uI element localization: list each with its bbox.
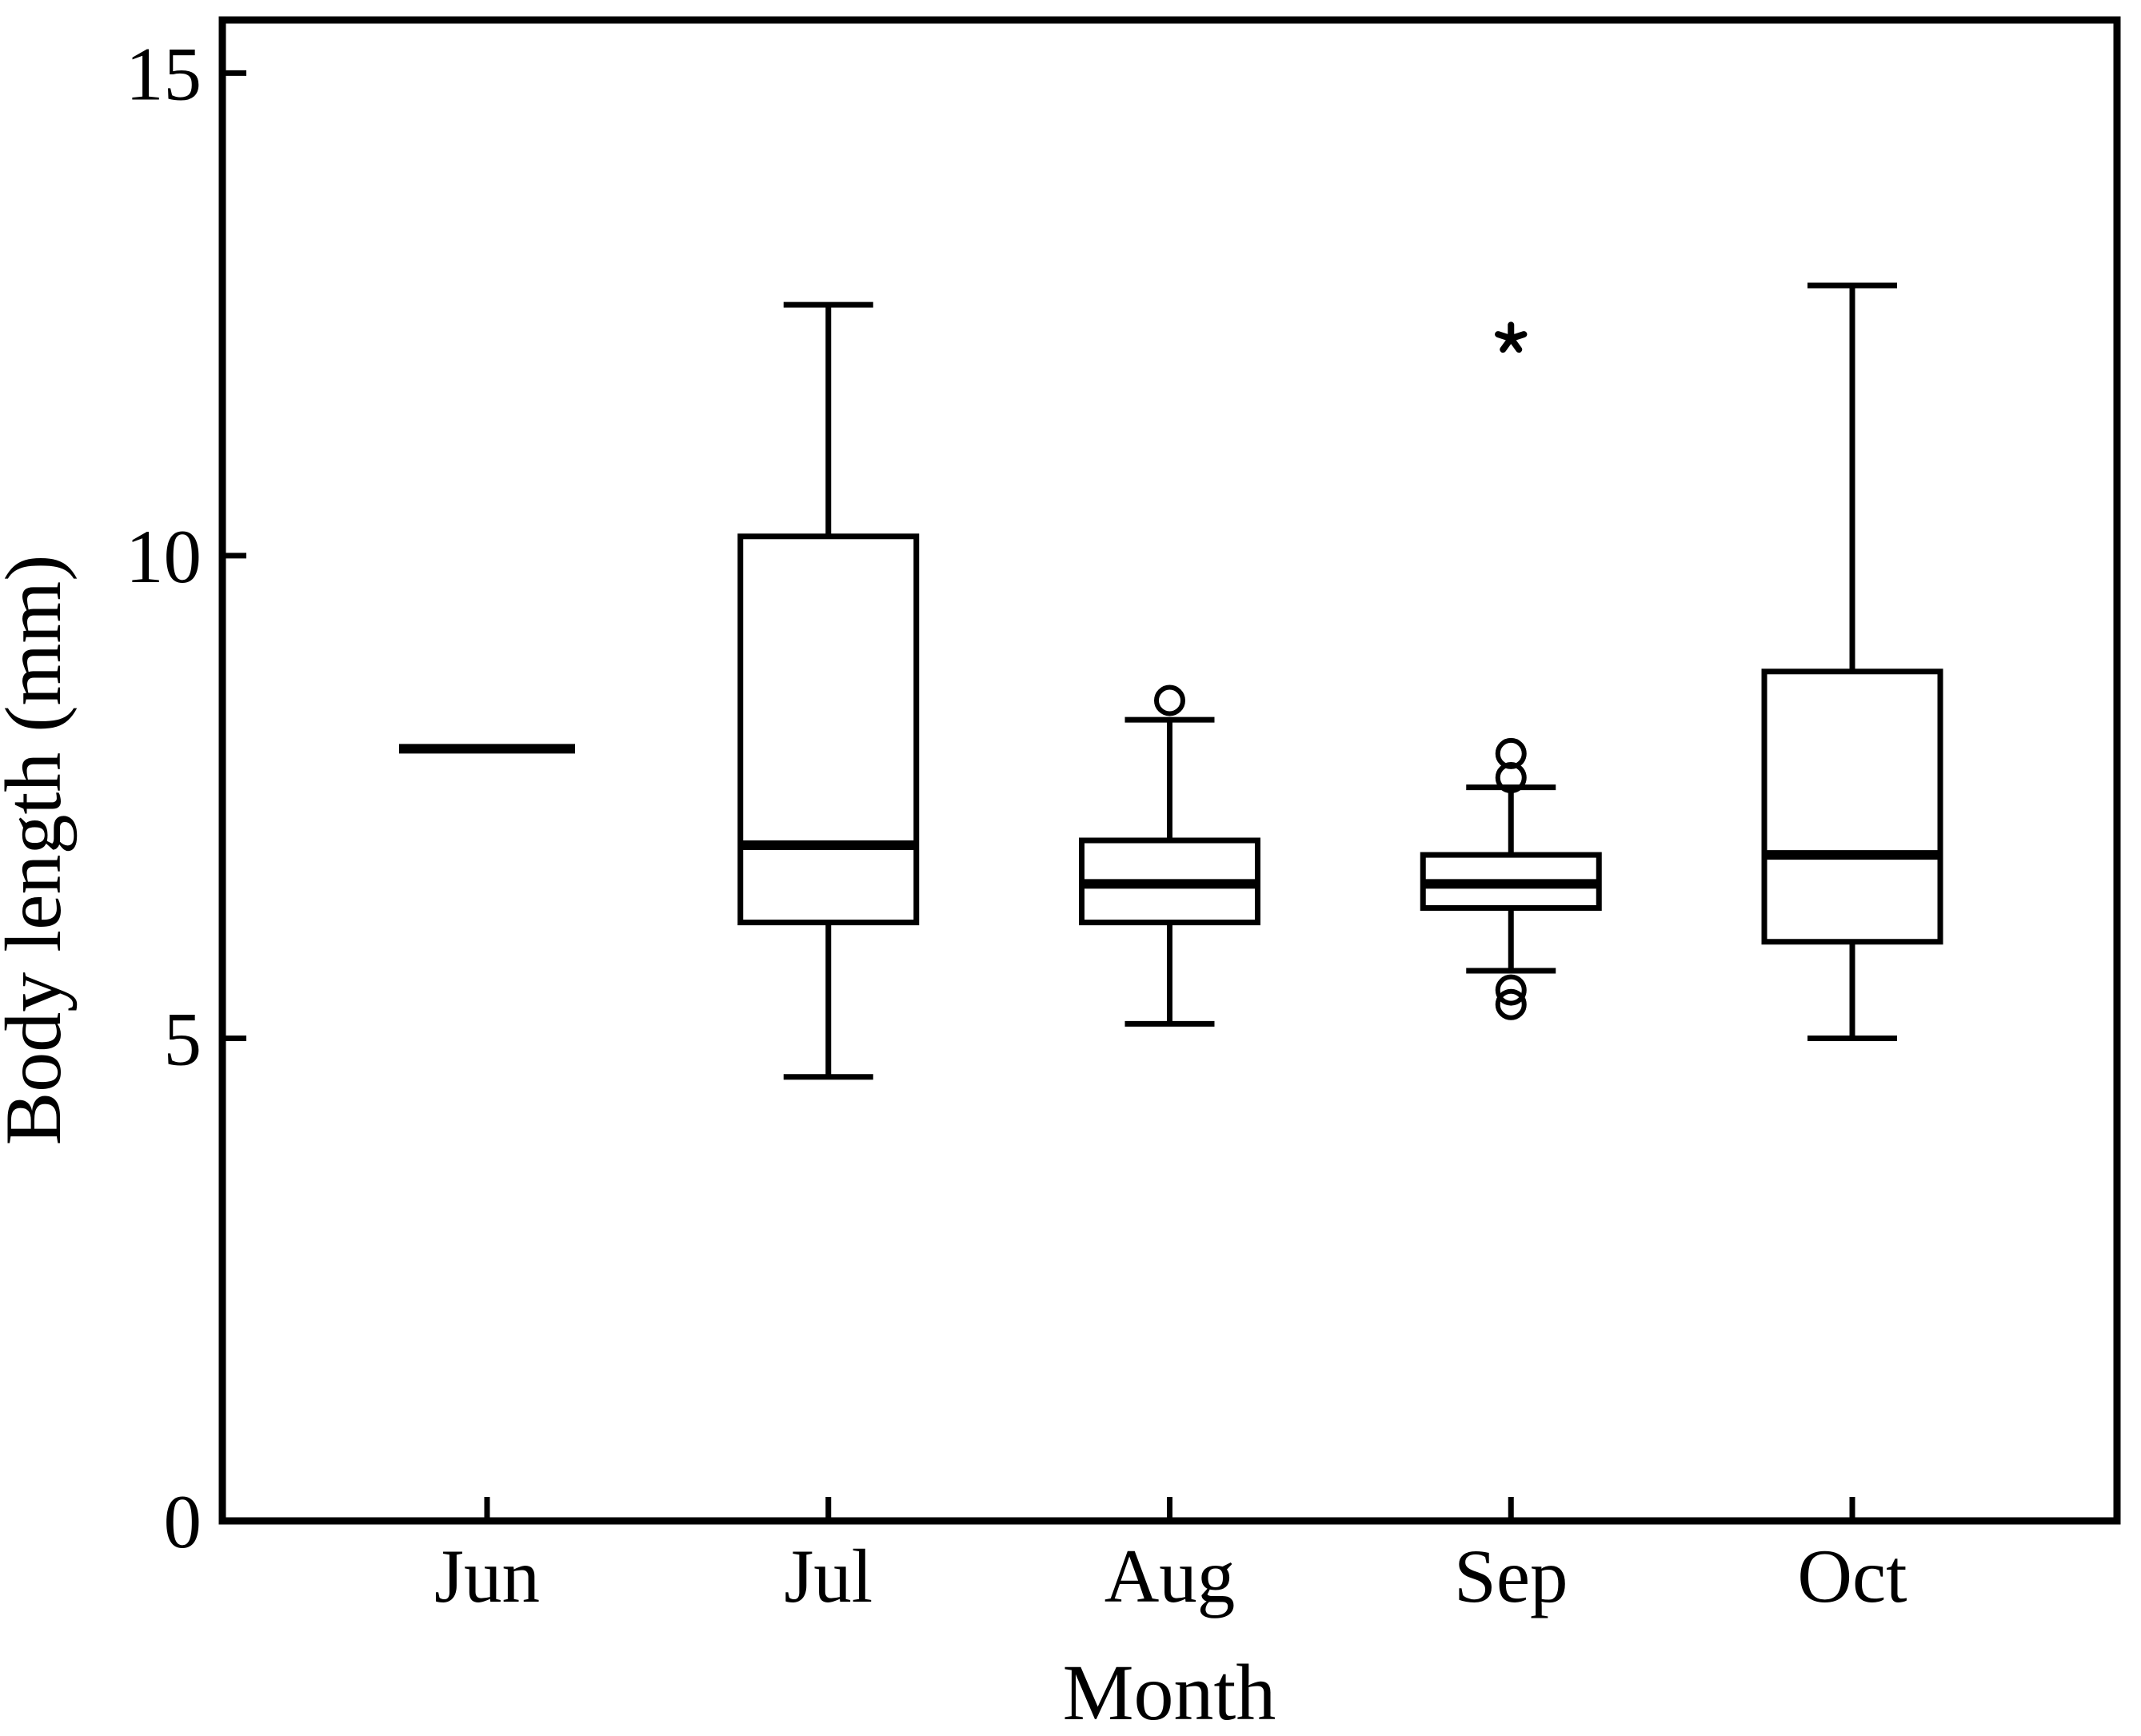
sep-outlier-2 bbox=[1495, 974, 1527, 1006]
aug-outlier-0 bbox=[1154, 684, 1185, 716]
sep-outlier-3 bbox=[1495, 988, 1527, 1020]
x-tick-label-sep: Sep bbox=[1454, 1534, 1568, 1618]
x-axis-title: Month bbox=[1063, 1648, 1276, 1736]
plot-content: 0 5 10 15 Jun Jul Aug Sep Oct bbox=[126, 31, 1943, 1618]
y-tick-label-0: 0 bbox=[164, 1479, 202, 1564]
sep-extreme-asterisk-0 bbox=[1495, 321, 1528, 353]
oct-box bbox=[1761, 668, 1943, 945]
y-tick-label-5: 5 bbox=[164, 996, 202, 1081]
sep-outlier-1 bbox=[1495, 762, 1527, 794]
x-tick-label-jun: Jun bbox=[434, 1534, 540, 1618]
x-tick-label-aug: Aug bbox=[1104, 1534, 1236, 1618]
x-tick-label-jul: Jul bbox=[784, 1534, 873, 1618]
y-tick-label-15: 15 bbox=[126, 31, 202, 116]
x-tick-label-oct: Oct bbox=[1797, 1534, 1907, 1618]
y-axis-title: Body length (mm) bbox=[0, 555, 78, 1146]
jul-box bbox=[737, 533, 920, 926]
y-tick-label-10: 10 bbox=[126, 514, 202, 599]
